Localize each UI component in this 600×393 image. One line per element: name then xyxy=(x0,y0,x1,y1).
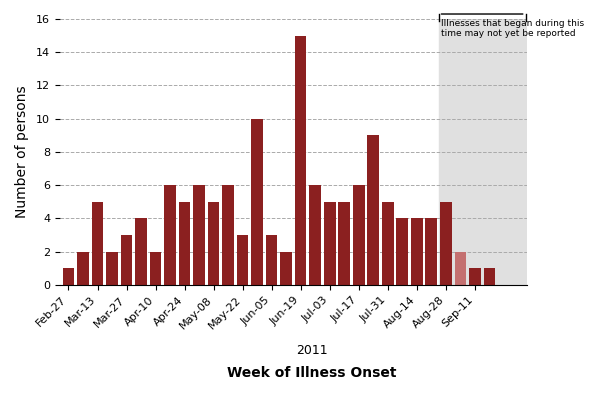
Bar xyxy=(484,268,495,285)
Text: Week of Illness Onset: Week of Illness Onset xyxy=(227,366,397,380)
Bar xyxy=(223,185,234,285)
Bar xyxy=(425,219,437,285)
Bar xyxy=(324,202,335,285)
Y-axis label: Number of persons: Number of persons xyxy=(15,86,29,218)
Bar xyxy=(367,135,379,285)
Bar xyxy=(106,252,118,285)
Bar xyxy=(150,252,161,285)
Bar xyxy=(266,235,277,285)
Bar xyxy=(280,252,292,285)
Bar xyxy=(179,202,190,285)
Bar xyxy=(77,252,89,285)
Bar xyxy=(469,268,481,285)
Bar xyxy=(121,235,133,285)
Bar xyxy=(310,185,321,285)
Text: Illnesses that began during this
time may not yet be reported: Illnesses that began during this time ma… xyxy=(442,19,584,39)
Bar xyxy=(397,219,408,285)
Bar xyxy=(208,202,220,285)
Bar xyxy=(62,268,74,285)
Bar xyxy=(251,119,263,285)
Bar xyxy=(382,202,394,285)
Bar xyxy=(411,219,422,285)
Bar xyxy=(439,19,526,285)
Text: 2011: 2011 xyxy=(296,344,328,357)
Bar xyxy=(237,235,248,285)
Bar xyxy=(353,185,365,285)
Bar xyxy=(135,219,147,285)
Bar xyxy=(338,202,350,285)
Bar xyxy=(92,202,103,285)
Bar xyxy=(164,185,176,285)
Bar xyxy=(440,202,452,285)
Bar xyxy=(455,252,466,285)
Bar xyxy=(193,185,205,285)
Bar xyxy=(295,36,307,285)
